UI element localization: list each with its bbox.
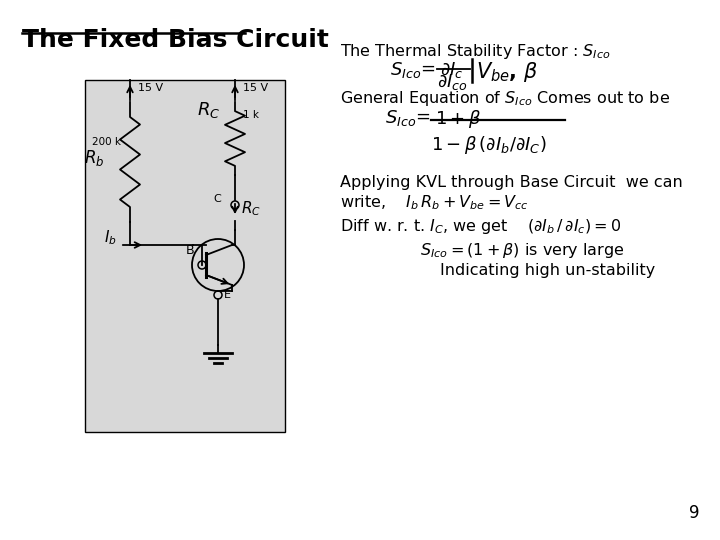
Text: $I_b$: $I_b$: [104, 228, 117, 247]
Text: 1 k: 1 k: [243, 110, 259, 120]
Text: $1 + \beta$: $1 + \beta$: [435, 108, 482, 130]
Text: $\partial I_{co}$: $\partial I_{co}$: [437, 72, 468, 92]
Text: 200 k: 200 k: [92, 137, 121, 147]
Text: 15 V: 15 V: [138, 83, 163, 93]
Text: General Equation of $S_{Ico}$ Comes out to be: General Equation of $S_{Ico}$ Comes out …: [340, 89, 670, 108]
Text: $R_C$: $R_C$: [241, 200, 261, 218]
Text: $S_{Ico}$: $S_{Ico}$: [385, 108, 416, 128]
Text: E: E: [224, 290, 231, 300]
Text: The Thermal Stability Factor : $S_{Ico}$: The Thermal Stability Factor : $S_{Ico}$: [340, 42, 611, 61]
Text: Indicating high un-stability: Indicating high un-stability: [440, 263, 655, 278]
Text: =: =: [415, 108, 430, 126]
Text: $R_C$: $R_C$: [197, 100, 220, 120]
Text: write,    $I_b\,R_b+ V_{be}= V_{cc}$: write, $I_b\,R_b+ V_{be}= V_{cc}$: [340, 193, 529, 212]
Text: $V_{be}$: $V_{be}$: [476, 60, 510, 84]
Text: Applying KVL through Base Circuit  we can: Applying KVL through Base Circuit we can: [340, 175, 683, 190]
Text: The Fixed Bias Circuit: The Fixed Bias Circuit: [22, 28, 329, 52]
Text: $S_{Ico}$: $S_{Ico}$: [390, 60, 421, 80]
Text: =: =: [420, 60, 435, 78]
Text: $1- \beta\,(\partial I_b/\partial I_C)$: $1- \beta\,(\partial I_b/\partial I_C)$: [431, 134, 546, 156]
Text: $\partial I_c$: $\partial I_c$: [440, 60, 464, 80]
Text: $R_b$: $R_b$: [84, 148, 104, 168]
Text: $S_{Ico}$$= (1+\beta)$ is very large: $S_{Ico}$$= (1+\beta)$ is very large: [420, 241, 624, 260]
Bar: [85, 80, 285, 432]
Text: 9: 9: [690, 504, 700, 522]
Text: , $\beta$: , $\beta$: [508, 60, 538, 84]
Text: Diff w. r. t. $I_C$, we get    $(\partial I_b\,/\,\partial I_c) = 0$: Diff w. r. t. $I_C$, we get $(\partial I…: [340, 217, 621, 236]
Text: B: B: [186, 245, 194, 258]
Text: 15 V: 15 V: [243, 83, 268, 93]
Text: C: C: [213, 194, 221, 204]
